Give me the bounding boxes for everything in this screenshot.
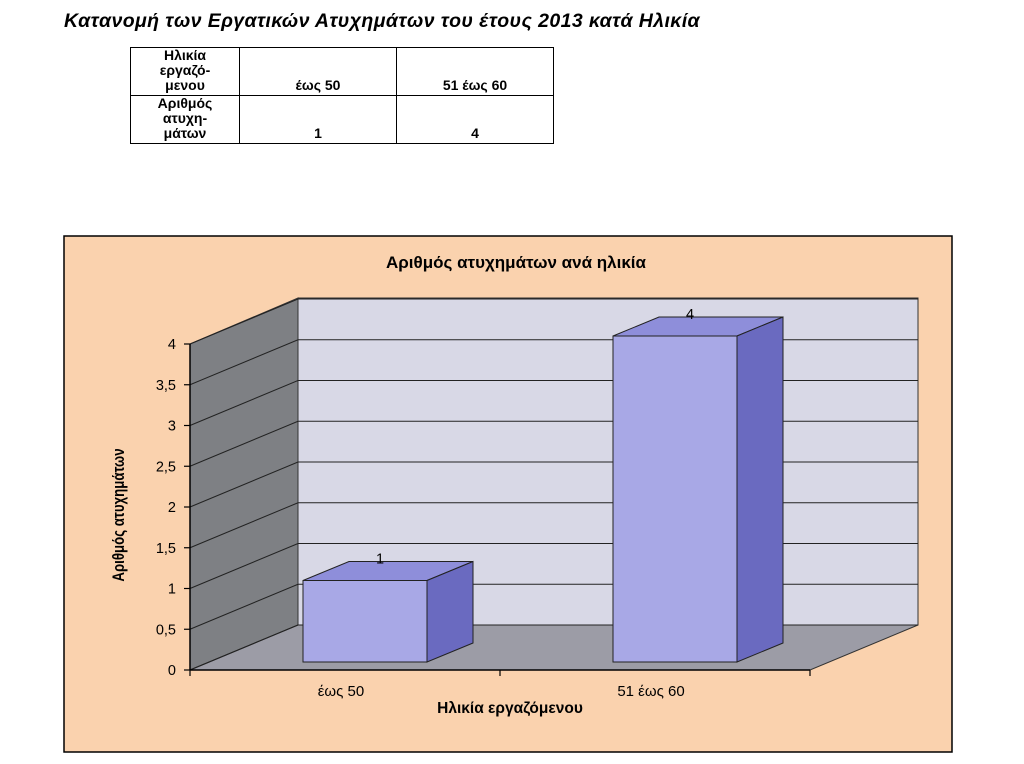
- data-label: 1: [376, 552, 384, 568]
- y-tick-label: 1,5: [156, 541, 176, 557]
- y-tick-label: 2: [168, 500, 176, 516]
- table-row: Αριθμός ατυχη- μάτων 1 4: [130, 95, 554, 144]
- y-tick-label: 3: [168, 419, 176, 435]
- y-tick-label: 0,5: [156, 622, 176, 638]
- bar: [612, 335, 738, 663]
- table-row-header: Ηλικία εργαζό- μενου: [130, 47, 240, 96]
- data-table: Ηλικία εργαζό- μενου έως 50 51 έως 60 Αρ…: [130, 47, 554, 144]
- y-tick-label: 3,5: [156, 378, 176, 394]
- y-tick-label: 4: [168, 337, 176, 353]
- table-cell: 51 έως 60: [396, 47, 554, 96]
- y-tick-label: 1: [168, 582, 176, 598]
- x-tick-label: 51 έως 60: [617, 683, 684, 700]
- y-tick-label: 0: [168, 663, 176, 679]
- plot-floor: [189, 624, 919, 671]
- gridline: [189, 298, 918, 345]
- table-row-header: Αριθμός ατυχη- μάτων: [130, 95, 240, 144]
- x-axis-label: Ηλικία εργαζόμενου: [437, 700, 583, 717]
- chart-title: Αριθμός ατυχημάτων ανά ηλικία: [386, 253, 647, 272]
- bar-side: [736, 316, 784, 663]
- data-label: 4: [686, 307, 694, 323]
- bar-side: [426, 560, 474, 663]
- y-axis-label: Αριθμός ατυχημάτων: [110, 448, 129, 581]
- table-cell: 1: [239, 95, 397, 144]
- page-title: Κατανομή των Εργατικών Ατυχημάτων του έτ…: [64, 10, 701, 32]
- bar: [302, 580, 428, 663]
- table-cell: έως 50: [239, 47, 397, 96]
- x-tick-label: έως 50: [318, 683, 364, 700]
- y-tick-label: 2,5: [156, 459, 176, 475]
- table-row: Ηλικία εργαζό- μενου έως 50 51 έως 60: [130, 47, 554, 96]
- table-cell: 4: [396, 95, 554, 144]
